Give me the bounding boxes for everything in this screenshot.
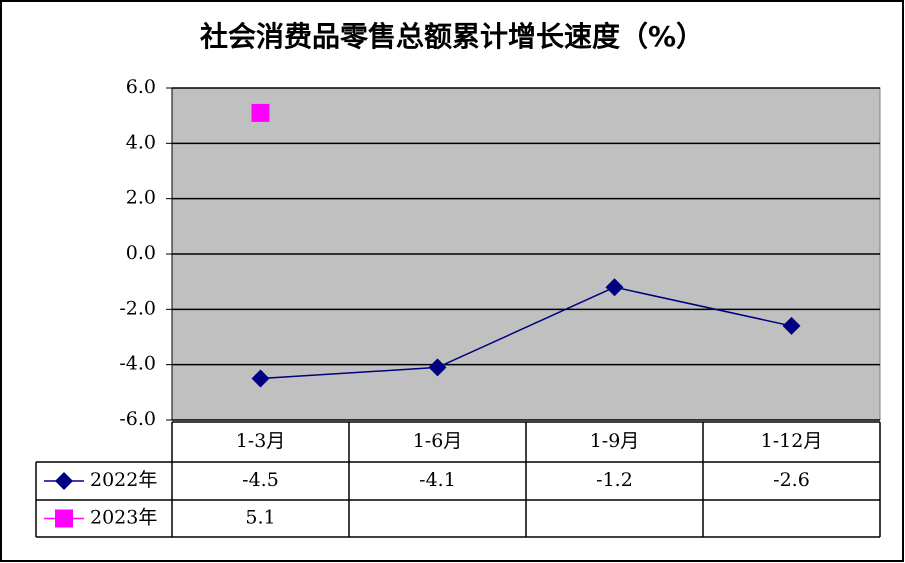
table-value: -2.6 [773, 469, 810, 491]
series-line [260, 286, 792, 380]
y-tick-label: 0.0 [126, 242, 156, 264]
x-tick-label: 1-12月 [761, 430, 823, 452]
table-value: -4.5 [242, 469, 279, 491]
point [251, 369, 270, 388]
legend-label: 2022年 [90, 469, 157, 491]
y-tick-label: 6.0 [126, 76, 156, 98]
y-tick-label: 2.0 [126, 187, 156, 209]
y-tick-label: -6.0 [119, 408, 156, 430]
y-tick-label: -4.0 [119, 353, 156, 375]
x-tick-label: 1-6月 [413, 430, 463, 452]
table-value: -4.1 [419, 469, 456, 491]
legend-marker [55, 509, 73, 528]
table-value: 5.1 [245, 507, 275, 529]
legend-marker [55, 472, 73, 490]
point [251, 103, 270, 122]
chart-title: 社会消费品零售总额累计增长速度（%） [200, 20, 704, 53]
table-value: -1.2 [596, 469, 633, 491]
point [782, 316, 801, 335]
x-tick-label: 1-3月 [236, 430, 286, 452]
point [605, 278, 624, 297]
y-tick-label: 4.0 [126, 131, 156, 153]
x-tick-label: 1-9月 [590, 430, 640, 452]
y-tick-label: -2.0 [119, 297, 156, 319]
point [428, 358, 447, 377]
legend-label: 2023年 [90, 507, 157, 529]
